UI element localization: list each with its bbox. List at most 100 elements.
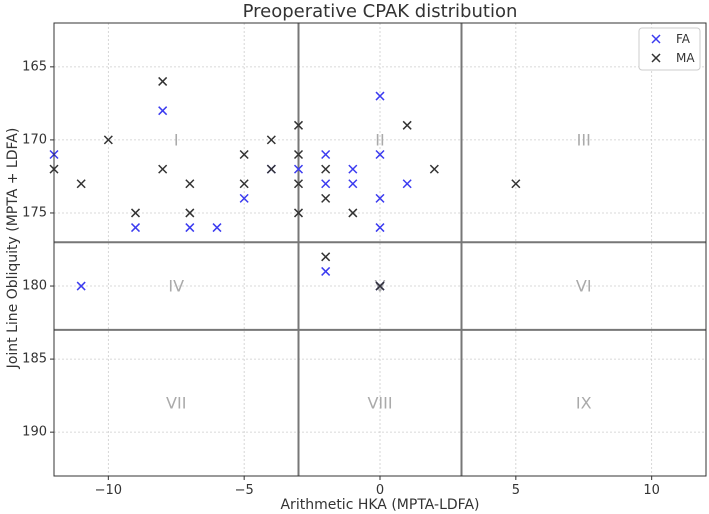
data-point-ma — [511, 179, 521, 189]
marker-stroke — [185, 179, 195, 189]
region-label: II — [375, 130, 384, 149]
data-point-fa — [375, 223, 385, 233]
marker-stroke — [293, 120, 304, 130]
data-point-ma — [266, 135, 276, 145]
marker-stroke — [239, 149, 249, 160]
marker-stroke — [375, 193, 385, 203]
marker-stroke — [348, 208, 358, 218]
marker-stroke — [402, 120, 412, 130]
marker-stroke — [212, 223, 222, 233]
marker-stroke — [321, 149, 331, 160]
marker-stroke — [321, 193, 331, 203]
marker-stroke — [266, 164, 276, 174]
data-point-fa — [130, 223, 141, 233]
y-axis-label: Joint Line Obliquity (MPTA + LDFA) — [5, 128, 21, 370]
data-point-fa — [375, 149, 385, 160]
marker-stroke — [348, 164, 358, 174]
data-point-ma — [402, 120, 412, 130]
data-point-ma — [158, 76, 168, 86]
legend-entry-ma: MA — [651, 51, 695, 65]
marker-stroke — [158, 106, 168, 116]
legend: FA MA — [638, 27, 701, 71]
data-point-ma — [321, 252, 331, 262]
marker-stroke — [130, 223, 141, 233]
marker-stroke — [511, 179, 521, 189]
x-tick-label: −5 — [235, 483, 254, 498]
legend-entry-fa: FA — [651, 32, 691, 46]
data-point-fa — [293, 164, 304, 174]
marker-stroke — [76, 179, 86, 189]
x-axis-label: Arithmetic HKA (MPTA-LDFA) — [280, 497, 479, 513]
y-tick-label: 190 — [22, 425, 47, 440]
data-point-fa — [348, 179, 358, 189]
data-point-ma — [348, 208, 358, 218]
marker-stroke — [130, 208, 141, 218]
marker-stroke — [239, 193, 249, 203]
data-point-ma — [130, 208, 141, 218]
data-point-ma — [293, 208, 304, 218]
data-point-ma — [293, 179, 304, 189]
x-axis-ticks: −10 −5 0 5 10 — [95, 476, 660, 498]
marker-stroke — [348, 179, 358, 189]
y-tick-label: 180 — [22, 279, 47, 294]
data-point-ma — [158, 164, 168, 174]
data-point-ma — [239, 149, 249, 160]
y-axis-ticks: 165 170 175 180 185 190 — [22, 59, 54, 440]
marker-stroke — [103, 135, 113, 145]
marker-stroke — [185, 208, 195, 218]
data-point-fa — [375, 193, 385, 203]
data-point-fa — [76, 281, 86, 291]
data-point-ma — [429, 164, 439, 174]
marker-stroke — [293, 149, 304, 160]
marker-stroke — [293, 164, 304, 174]
marker-stroke — [375, 91, 385, 101]
marker-stroke — [293, 179, 304, 189]
data-markers — [49, 76, 521, 291]
y-tick-label: 170 — [22, 132, 47, 147]
marker-stroke — [321, 252, 331, 262]
marker-stroke — [158, 164, 168, 174]
chart-title: Preoperative CPAK distribution — [243, 1, 518, 22]
marker-stroke — [293, 208, 304, 218]
data-point-fa — [402, 179, 412, 189]
marker-stroke — [185, 223, 195, 233]
x-tick-label: −10 — [95, 483, 122, 498]
data-point-fa — [321, 266, 331, 276]
marker-stroke — [76, 281, 86, 291]
region-label: VII — [166, 393, 186, 412]
x-tick-label: 5 — [512, 483, 520, 498]
data-point-ma — [321, 164, 331, 174]
data-point-ma — [375, 281, 385, 291]
data-point-ma — [103, 135, 113, 145]
data-point-fa — [348, 164, 358, 174]
legend-marker — [651, 53, 661, 63]
y-tick-label: 175 — [22, 205, 47, 220]
legend-label: MA — [676, 51, 695, 65]
region-label: VIII — [367, 393, 392, 412]
marker-stroke — [402, 179, 412, 189]
data-point-ma — [76, 179, 86, 189]
data-point-ma — [321, 193, 331, 203]
data-point-fa — [158, 106, 168, 116]
marker-stroke — [321, 266, 331, 276]
data-point-ma — [239, 179, 249, 189]
marker-stroke — [375, 223, 385, 233]
region-label: III — [577, 130, 591, 149]
data-point-ma — [185, 208, 195, 218]
data-point-ma — [293, 120, 304, 130]
data-point-ma — [293, 149, 304, 160]
data-point-fa — [185, 223, 195, 233]
marker-stroke — [239, 179, 249, 189]
y-tick-label: 165 — [22, 59, 47, 74]
region-label: VI — [576, 277, 592, 296]
marker-stroke — [266, 135, 276, 145]
region-label: I — [174, 130, 179, 149]
marker-stroke — [158, 76, 168, 86]
x-tick-label: 0 — [376, 483, 384, 498]
data-point-ma — [266, 164, 276, 174]
data-point-ma — [185, 179, 195, 189]
marker-stroke — [429, 164, 439, 174]
data-point-fa — [321, 179, 331, 189]
